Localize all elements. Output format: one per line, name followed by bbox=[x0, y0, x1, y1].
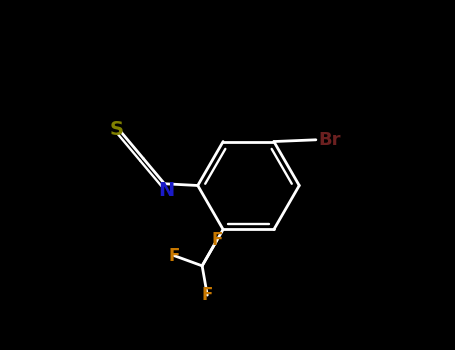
Text: F: F bbox=[168, 247, 180, 265]
Text: N: N bbox=[158, 181, 174, 200]
Text: F: F bbox=[202, 286, 213, 304]
Text: S: S bbox=[110, 120, 123, 139]
Text: F: F bbox=[211, 231, 222, 249]
Text: Br: Br bbox=[318, 131, 341, 149]
